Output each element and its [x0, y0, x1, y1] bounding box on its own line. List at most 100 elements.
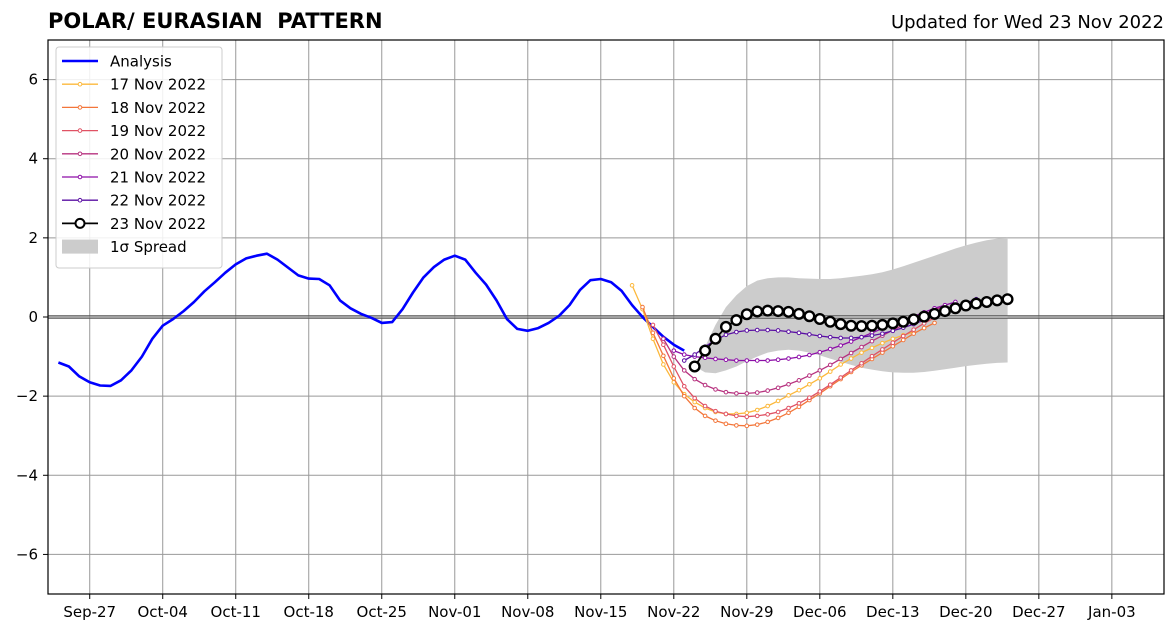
forecast-point — [765, 412, 770, 417]
forecast-point — [848, 335, 854, 341]
forecast-point — [782, 305, 795, 318]
forecast-point — [692, 405, 697, 411]
forecast-point — [807, 332, 812, 337]
x-tick-label: Oct-18 — [284, 603, 334, 621]
forecast-point — [786, 393, 791, 398]
forecast-point — [786, 356, 791, 361]
y-tick-label: 4 — [28, 150, 38, 168]
forecast-point — [744, 358, 750, 363]
forecast-point — [751, 305, 764, 318]
x-tick-label: Nov-01 — [428, 603, 481, 621]
forecast-point — [838, 335, 843, 341]
forecast-point — [775, 328, 781, 333]
forecast-point — [869, 345, 875, 351]
forecast-point — [959, 299, 972, 312]
forecast-point — [803, 310, 816, 323]
legend-marker — [77, 197, 83, 203]
forecast-point — [880, 340, 885, 346]
forecast-point — [838, 343, 843, 348]
forecast-point — [671, 354, 677, 359]
forecast-point — [807, 352, 812, 358]
chart-title: POLAR/ EURASIAN PATTERN — [48, 9, 383, 33]
forecast-point — [796, 378, 802, 383]
forecast-point — [786, 381, 791, 387]
forecast-point — [744, 423, 750, 429]
forecast-point — [827, 362, 833, 368]
forecast-point — [807, 381, 812, 387]
y-tick-label: 0 — [28, 308, 38, 326]
forecast-point — [991, 294, 1004, 307]
forecast-point — [859, 360, 864, 366]
forecast-point — [817, 333, 823, 339]
forecast-point — [734, 329, 739, 335]
x-tick-label: Nov-22 — [647, 603, 700, 621]
forecast-point — [765, 403, 770, 409]
forecast-point — [817, 376, 823, 381]
forecast-point — [775, 398, 781, 404]
forecast-point — [918, 310, 931, 323]
forecast-point — [734, 413, 739, 419]
forecast-line — [652, 317, 935, 418]
forecast-point — [723, 332, 729, 338]
forecast-point — [865, 319, 878, 332]
forecast-point — [859, 334, 864, 340]
forecast-point — [692, 395, 697, 401]
forecast-point — [848, 350, 854, 356]
forecast-point — [765, 327, 770, 333]
forecast-point — [765, 419, 770, 425]
forecast-point — [754, 390, 760, 395]
forecast-point — [796, 400, 802, 406]
x-tick-label: Nov-08 — [501, 603, 554, 621]
legend-label: 19 Nov 2022 — [110, 122, 206, 140]
forecast-point — [744, 328, 750, 333]
forecast-point — [845, 319, 858, 332]
forecast-point — [859, 344, 864, 350]
forecast-point — [723, 411, 729, 417]
forecast-point — [765, 358, 770, 363]
y-tick-label: 2 — [28, 229, 38, 247]
forecast-point — [713, 387, 718, 392]
forecast-point — [713, 418, 718, 423]
forecast-point — [813, 312, 826, 325]
spread-band-area — [694, 237, 1008, 374]
legend-label: 18 Nov 2022 — [110, 99, 206, 117]
legend-marker — [77, 174, 83, 180]
forecast-point — [744, 414, 750, 420]
forecast-point — [848, 339, 854, 344]
forecast-point — [661, 362, 666, 367]
forecast-point — [775, 385, 781, 391]
forecast-point — [1001, 293, 1014, 306]
zero-line — [48, 315, 1164, 319]
x-tick-label: Nov-29 — [720, 603, 773, 621]
forecast-point — [661, 342, 666, 348]
forecast-point — [890, 343, 896, 349]
forecast-point — [796, 354, 802, 360]
forecast-point — [629, 283, 635, 288]
y-tick-label: −6 — [16, 545, 38, 563]
forecast-point — [681, 383, 687, 389]
forecast-point — [817, 368, 823, 373]
legend-label: 21 Nov 2022 — [110, 169, 206, 187]
x-tick-label: Oct-04 — [138, 603, 188, 621]
forecast-point — [754, 327, 760, 333]
forecast-point — [730, 314, 743, 327]
forecast-point — [928, 307, 941, 320]
forecast-point — [827, 369, 833, 374]
forecast-point — [838, 375, 843, 380]
x-tick-label: Dec-13 — [866, 603, 920, 621]
forecast-point — [681, 352, 687, 357]
x-tick-label: Oct-25 — [357, 603, 407, 621]
forecast-point — [688, 360, 701, 373]
forecast-point — [876, 318, 889, 331]
analysis-line — [57, 252, 685, 388]
y-tick-label: −2 — [16, 387, 38, 405]
forecast-point — [900, 337, 906, 343]
forecast-point — [807, 395, 812, 401]
forecast-point — [838, 362, 843, 367]
x-tick-label: Dec-27 — [1012, 603, 1066, 621]
forecast-point — [681, 368, 687, 373]
forecast-point — [970, 297, 983, 310]
forecast-point — [932, 320, 937, 326]
x-tick-label: Oct-11 — [211, 603, 261, 621]
